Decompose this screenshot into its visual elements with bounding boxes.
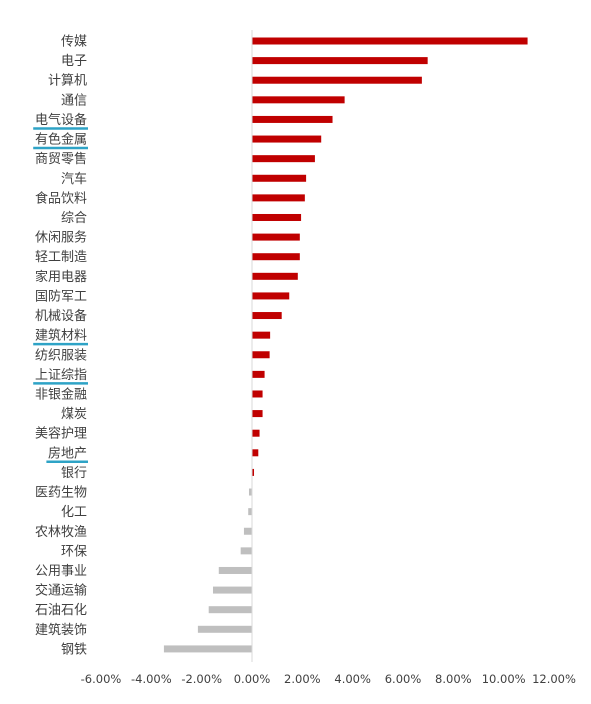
bar-房地产 [252, 449, 259, 457]
category-label: 煤炭 [61, 407, 87, 422]
category-label: 环保 [61, 544, 87, 559]
bar-美容护理 [252, 429, 260, 437]
category-label: 通信 [61, 93, 87, 108]
bar-休闲服务 [252, 233, 300, 241]
bar-农林牧渔 [243, 527, 252, 535]
x-tick-label: 10.00% [482, 672, 526, 686]
category-label: 上证综指 [35, 368, 87, 383]
bar-上证综指 [252, 370, 265, 378]
bar-煤炭 [252, 410, 263, 418]
bar-交通运输 [212, 586, 252, 594]
category-label: 电子 [61, 54, 87, 69]
bar-建筑装饰 [197, 625, 252, 633]
category-label: 建筑装饰 [35, 622, 87, 638]
category-label: 食品饮料 [35, 190, 87, 206]
category-label: 非银金融 [35, 386, 87, 402]
bar-公用事业 [218, 566, 252, 574]
category-label: 美容护理 [35, 426, 87, 442]
x-tick-label: 12.00% [532, 672, 576, 686]
category-label: 商贸零售 [35, 151, 87, 167]
bar-非银金融 [252, 390, 263, 398]
category-label: 轻工制造 [35, 250, 87, 265]
bar-建筑材料 [252, 331, 271, 339]
category-label: 电气设备 [35, 112, 87, 128]
x-tick-label: -6.00% [81, 672, 122, 686]
bar-综合 [252, 213, 302, 221]
bar-银行 [252, 468, 255, 476]
x-tick-labels: -6.00% -4.00% -2.00% 0.00% 2.00% 4.00% 6.00% 8.… [81, 672, 576, 686]
category-label: 机械设备 [35, 308, 87, 324]
category-label: 有色金属 [35, 132, 87, 148]
bar-轻工制造 [252, 253, 300, 261]
category-label: 传媒 [61, 35, 87, 50]
bar-食品饮料 [252, 194, 305, 202]
x-tick-label: 8.00% [435, 672, 472, 686]
bars-layer [163, 37, 528, 653]
category-label: 钢铁 [61, 642, 87, 657]
bar-石油石化 [208, 606, 252, 614]
category-label: 农林牧渔 [35, 525, 87, 540]
bar-化工 [248, 508, 252, 516]
category-label: 综合 [61, 211, 87, 226]
category-label: 国防军工 [35, 288, 87, 304]
bar-钢铁 [163, 645, 252, 653]
bar-商贸零售 [252, 155, 315, 163]
x-tick-label: 4.00% [334, 672, 371, 686]
bar-电子 [252, 57, 428, 65]
bar-环保 [240, 547, 252, 555]
x-tick-label: 6.00% [385, 672, 422, 686]
category-label: 房地产 [48, 445, 87, 461]
x-tick-label: 0.00% [234, 672, 271, 686]
category-label: 汽车 [61, 171, 87, 187]
category-labels: 传媒电子计算机通信电气设备有色金属商贸零售汽车食品饮料综合休闲服务轻工制造家用电… [33, 35, 88, 657]
x-tick-label: -2.00% [181, 672, 222, 686]
category-label: 交通运输 [35, 583, 87, 599]
category-label: 休闲服务 [35, 230, 87, 246]
bar-通信 [252, 96, 345, 104]
category-label: 银行 [61, 466, 87, 481]
bar-汽车 [252, 174, 307, 182]
bar-国防军工 [252, 292, 290, 300]
x-tick-label: -4.00% [131, 672, 172, 686]
category-label: 纺织服装 [35, 348, 87, 363]
bar-电气设备 [252, 115, 333, 123]
category-label: 化工 [61, 505, 87, 520]
category-label: 建筑材料 [35, 328, 87, 344]
bar-家用电器 [252, 272, 298, 280]
category-label: 医药生物 [35, 486, 87, 501]
bar-医药生物 [248, 488, 252, 496]
bar-纺织服装 [252, 351, 270, 359]
x-tick-label: 2.00% [284, 672, 321, 686]
bar-计算机 [252, 76, 422, 84]
bar-传媒 [252, 37, 528, 45]
category-label: 计算机 [48, 74, 87, 89]
category-label: 公用事业 [35, 564, 87, 579]
category-label: 家用电器 [35, 269, 87, 285]
bar-有色金属 [252, 135, 322, 143]
bar-机械设备 [252, 312, 282, 320]
category-label: 石油石化 [35, 603, 87, 618]
